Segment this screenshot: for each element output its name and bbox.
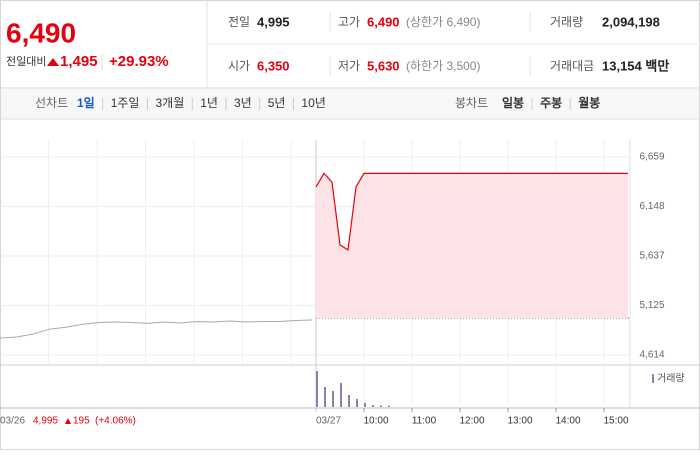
legend-swatch	[652, 374, 654, 383]
tab-bar	[1, 89, 699, 119]
x-tick-label: 11:00	[412, 416, 437, 427]
footer-close: 4,995	[33, 416, 58, 427]
day-label: 03/26	[0, 416, 25, 427]
today-line	[315, 172, 628, 251]
tab[interactable]: 1주일	[111, 96, 140, 110]
volume-bar	[364, 403, 366, 407]
day-label: 03/27	[316, 416, 341, 427]
y-tick-label: 5,125	[639, 300, 664, 311]
stat-value: 2,094,198	[602, 14, 660, 29]
tab-label: 선차트	[35, 96, 68, 110]
today-area	[316, 173, 628, 319]
change: 1,495	[60, 53, 98, 70]
price: 6,490	[6, 17, 76, 48]
stat-note: (상한가 6,490)	[406, 15, 480, 29]
rate: +29.93%	[109, 53, 169, 70]
up-icon	[47, 58, 59, 66]
stat-label: 저가	[338, 59, 360, 73]
volume-bar	[372, 405, 374, 407]
up-icon	[65, 418, 71, 424]
x-tick-label: 12:00	[459, 416, 484, 427]
tab[interactable]: 5년	[268, 96, 286, 110]
stat-note: (하한가 3,500)	[406, 59, 480, 73]
stat-label: 고가	[338, 15, 360, 29]
y-tick-label: 5,637	[639, 251, 664, 262]
x-tick-label: 14:00	[555, 416, 580, 427]
stat-label: 시가	[228, 59, 250, 73]
volume-bar	[380, 405, 382, 407]
stat-value: 4,995	[257, 14, 290, 29]
volume-bar	[332, 391, 334, 407]
legend-label: 거래량	[657, 373, 685, 385]
stat-label: 거래량	[550, 15, 583, 29]
stat-label: 전일	[228, 15, 250, 29]
tab[interactable]: 3년	[234, 96, 252, 110]
tab[interactable]: 10년	[301, 96, 325, 110]
tab[interactable]: 1년	[200, 96, 218, 110]
tab-label: 봉차트	[455, 96, 488, 110]
stat-value: 5,630	[367, 58, 400, 73]
tab[interactable]: 1일	[77, 96, 95, 110]
stat-label: 거래대금	[550, 59, 594, 73]
stat-value: 13,154 백만	[602, 58, 669, 73]
footer-change: 195	[73, 416, 90, 427]
y-tick-label: 6,148	[639, 201, 664, 212]
x-tick-label: 13:00	[507, 416, 532, 427]
x-tick-label: 15:00	[603, 416, 628, 427]
footer-rate: (+4.06%)	[95, 416, 136, 427]
volume-bar	[348, 395, 350, 407]
x-tick-label: 10:00	[363, 416, 388, 427]
prev-day-line	[0, 319, 313, 339]
tab[interactable]: 일봉	[502, 96, 524, 110]
volume-bar	[388, 405, 390, 407]
tab[interactable]: 3개월	[155, 96, 184, 110]
tab[interactable]: 월봉	[578, 95, 600, 110]
stat-value: 6,490	[367, 14, 400, 29]
stat-value: 6,350	[257, 58, 290, 73]
change-label: 전일대비	[6, 54, 46, 68]
volume-bar	[324, 387, 326, 407]
volume-bar	[356, 399, 358, 407]
y-tick-label: 6,659	[639, 152, 664, 163]
volume-bar	[340, 383, 342, 407]
y-tick-label: 4,614	[639, 350, 664, 361]
tab[interactable]: 주봉	[540, 96, 562, 110]
volume-bar	[316, 371, 318, 407]
